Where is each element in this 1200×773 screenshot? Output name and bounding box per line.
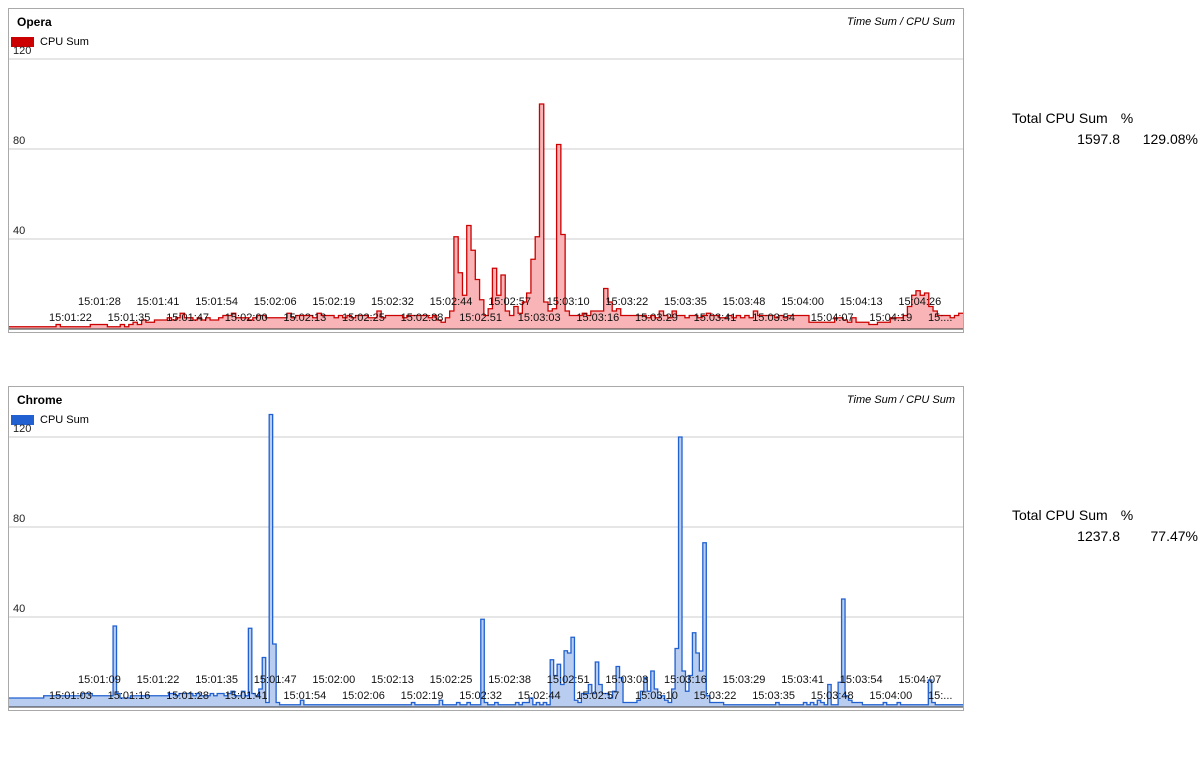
opera-x-tick-label: 15:01:28 [78, 296, 121, 308]
opera-x-tick-label: 15:03:22 [605, 296, 648, 308]
opera-x-tick-label: 15:03:03 [518, 312, 561, 324]
chrome-chart-panel: Chrome Time Sum / CPU Sum CPU Sum 40 80 12… [8, 386, 964, 711]
chrome-x-tick-label: 15:01:09 [78, 674, 121, 686]
chrome-x-tick-label: 15:02:51 [547, 674, 590, 686]
chrome-legend-label: CPU Sum [40, 414, 89, 426]
chrome-x-tick-label: 15:02:25 [430, 674, 473, 686]
opera-x-tick-label: 15:03:10 [547, 296, 590, 308]
opera-total-sum: 1597.8 [1077, 131, 1120, 147]
opera-legend-swatch [11, 37, 34, 47]
chrome-x-tick-label: 15:02:00 [312, 674, 355, 686]
chrome-x-tick-label: 15:04:00 [869, 690, 912, 702]
chrome-y-tick-label: 80 [13, 513, 25, 525]
chrome-series-area [9, 414, 963, 707]
chrome-legend[interactable]: CPU Sum [11, 414, 89, 426]
opera-x-tick-label: 15:02:00 [225, 312, 268, 324]
opera-x-tick-label: 15:01:22 [49, 312, 92, 324]
chrome-legend-swatch [11, 415, 34, 425]
opera-x-tick-label: 15:01:54 [195, 296, 238, 308]
chrome-total-pct: 77.47% [1150, 528, 1198, 544]
opera-y-tick-label: 40 [13, 225, 25, 237]
chrome-x-tick-label: 15:03:22 [694, 690, 737, 702]
chrome-x-tick-label: 15:01:03 [49, 690, 92, 702]
chrome-x-tick-label: 15:01:54 [283, 690, 326, 702]
chrome-x-tick-label: 15:01:35 [195, 674, 238, 686]
opera-x-tick-label: 15:04:13 [840, 296, 883, 308]
opera-chart-title: Opera [17, 15, 52, 29]
opera-x-tick-label: 15:04:07 [811, 312, 854, 324]
chrome-x-tick-label: 15:02:13 [371, 674, 414, 686]
chrome-x-tick-label: 15:03:29 [723, 674, 766, 686]
opera-y-tick-label: 120 [13, 45, 31, 57]
chrome-x-tick-label: 15:01:16 [108, 690, 151, 702]
opera-x-tick-label: 15:01:47 [166, 312, 209, 324]
chrome-plot[interactable]: 40 80 120 15:01:09 15:01:22 15:01:35 15:01:47 1… [9, 387, 963, 710]
chrome-x-tick-label: 15:02:06 [342, 690, 385, 702]
chrome-x-tick-label: 15:03:03 [605, 674, 648, 686]
chrome-x-tick-label: 15:01:47 [254, 674, 297, 686]
chrome-x-tick-label: 15:01:41 [225, 690, 268, 702]
opera-x-tick-label: 15:02:38 [401, 312, 444, 324]
chrome-x-tick-label: 15:03:10 [635, 690, 678, 702]
opera-x-tick-label: 15:02:13 [283, 312, 326, 324]
chrome-y-tick-label: 120 [13, 423, 31, 435]
opera-x-tick-label: 15:02:44 [430, 296, 473, 308]
opera-total-pct: 129.08% [1142, 131, 1198, 147]
chrome-x-tick-label: 15:... [928, 690, 952, 702]
chrome-x-tick-label: 15:03:35 [752, 690, 795, 702]
chrome-x-tick-label: 15:02:38 [488, 674, 531, 686]
opera-total-label: Total CPU Sum [1012, 110, 1108, 126]
opera-plot[interactable]: 40 80 120 15:01:28 15:01:41 15:01:54 15:02:06 1… [9, 9, 963, 332]
opera-pct-label: % [1120, 110, 1134, 126]
opera-legend[interactable]: CPU Sum [11, 36, 89, 48]
opera-series-line[interactable] [9, 103, 963, 328]
opera-x-tick-label: 15:02:19 [312, 296, 355, 308]
opera-x-tick-label: 15:03:35 [664, 296, 707, 308]
opera-x-tick-label: 15:03:29 [635, 312, 678, 324]
opera-x-tick-label: 15:01:41 [137, 296, 180, 308]
opera-x-tick-label: 15:02:32 [371, 296, 414, 308]
chrome-pct-label: % [1120, 507, 1134, 523]
opera-chart-subtitle: Time Sum / CPU Sum [846, 16, 955, 28]
opera-x-tick-label: 15:02:25 [342, 312, 385, 324]
chrome-y-tick-label: 40 [13, 603, 25, 615]
opera-x-tick-label: 15:02:51 [459, 312, 502, 324]
opera-x-tick-label: 15:03:41 [694, 312, 737, 324]
chrome-x-tick-label: 15:04:07 [898, 674, 941, 686]
chrome-totals: Total CPU Sum % 1237.8 77.47% [1012, 507, 1198, 544]
opera-x-tick-label: 15:03:48 [723, 296, 766, 308]
opera-x-tick-label: 15:02:06 [254, 296, 297, 308]
opera-x-tick-label: 15:04:00 [781, 296, 824, 308]
opera-x-tick-label: 15:01:35 [108, 312, 151, 324]
chrome-x-tick-label: 15:03:48 [811, 690, 854, 702]
opera-chart-panel: Opera Time Sum / CPU Sum CPU Sum 40 80 120… [8, 8, 964, 333]
opera-x-tick-label: 15:03:54 [752, 312, 795, 324]
chrome-total-label: Total CPU Sum [1012, 507, 1108, 523]
chrome-x-tick-label: 15:02:57 [576, 690, 619, 702]
chrome-x-tick-label: 15:02:44 [518, 690, 561, 702]
opera-x-tick-label: 15:... [928, 312, 952, 324]
opera-y-tick-label: 80 [13, 135, 25, 147]
chrome-x-tick-label: 15:03:41 [781, 674, 824, 686]
chrome-chart-subtitle: Time Sum / CPU Sum [846, 394, 955, 406]
chrome-x-tick-label: 15:02:19 [401, 690, 444, 702]
chrome-total-sum: 1237.8 [1077, 528, 1120, 544]
opera-x-tick-label: 15:02:57 [488, 296, 531, 308]
chrome-x-tick-label: 15:01:22 [137, 674, 180, 686]
chrome-chart-title: Chrome [17, 393, 63, 407]
chrome-x-tick-label: 15:03:54 [840, 674, 883, 686]
chrome-series-line[interactable] [9, 413, 963, 706]
opera-totals: Total CPU Sum % 1597.8 129.08% [1012, 110, 1198, 147]
chrome-x-tick-label: 15:03:16 [664, 674, 707, 686]
chrome-x-tick-label: 15:01:28 [166, 690, 209, 702]
chrome-x-tick-label: 15:02:32 [459, 690, 502, 702]
opera-x-tick-label: 15:04:26 [898, 296, 941, 308]
opera-legend-label: CPU Sum [40, 36, 89, 48]
opera-x-tick-label: 15:03:16 [576, 312, 619, 324]
opera-x-tick-label: 15:04:19 [869, 312, 912, 324]
